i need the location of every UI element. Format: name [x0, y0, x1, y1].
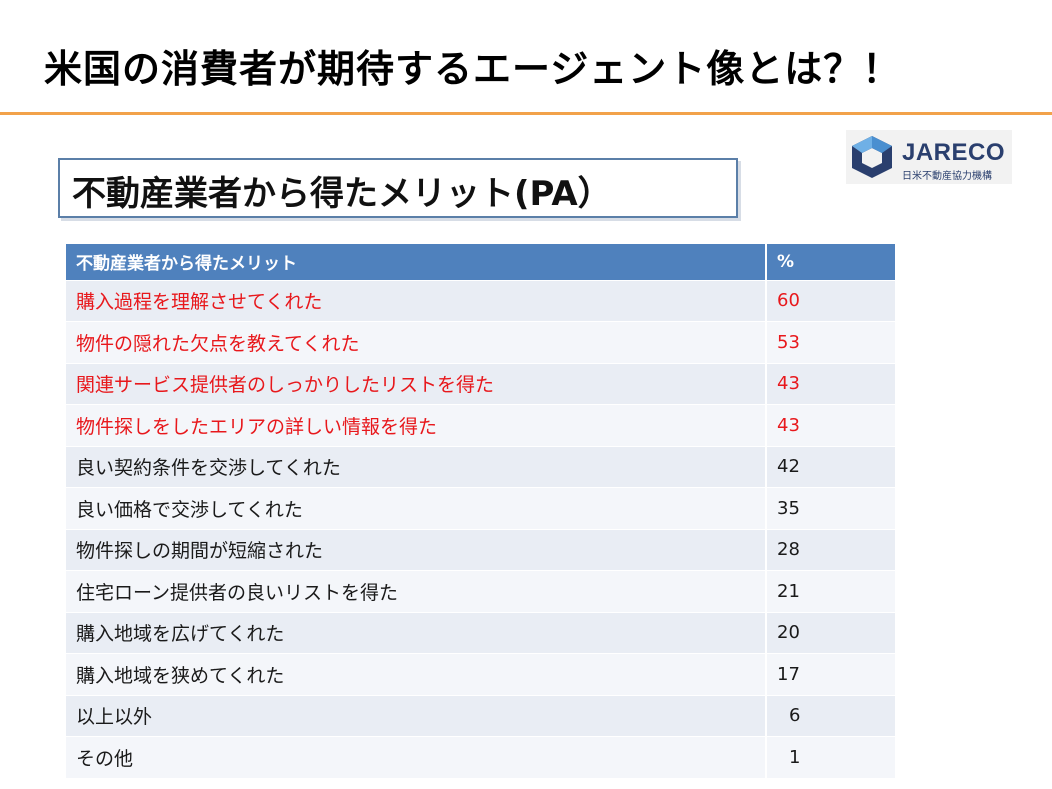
table-row: 物件の隠れた欠点を教えてくれた 53	[66, 321, 897, 364]
merit-label: 購入地域を広げてくれた	[66, 612, 767, 654]
table-row: 購入過程を理解させてくれた 60	[66, 280, 897, 322]
merit-percent: 28	[766, 529, 897, 571]
title-divider	[0, 112, 1052, 115]
merits-table: 不動産業者から得たメリット % 購入過程を理解させてくれた 60 物件の隠れた欠点を…	[66, 244, 897, 779]
merit-percent: 17	[766, 653, 897, 696]
table-row: 購入地域を広げてくれた 20	[66, 612, 897, 654]
header-percent: %	[766, 244, 897, 281]
table-row: 物件探しをしたエリアの詳しい情報を得た 43	[66, 404, 897, 447]
table-header-row: 不動産業者から得たメリット %	[66, 244, 897, 281]
merit-percent: 21	[766, 570, 897, 613]
merit-percent: 42	[766, 446, 897, 488]
logo-subtitle: 日米不動産協力機構	[902, 171, 992, 182]
merit-label: その他	[66, 736, 767, 779]
merit-percent: 35	[766, 487, 897, 530]
merit-label: 購入地域を狭めてくれた	[66, 653, 767, 696]
table-row: 住宅ローン提供者の良いリストを得た 21	[66, 570, 897, 613]
merit-percent: 43	[766, 404, 897, 447]
merit-label: 物件探しをしたエリアの詳しい情報を得た	[66, 404, 767, 447]
logo-cube-icon	[852, 136, 892, 178]
merit-percent: 6	[766, 695, 897, 737]
slide-title: 米国の消費者が期待するエージェント像とは？！	[44, 47, 902, 91]
header-merit: 不動産業者から得たメリット	[66, 244, 767, 281]
table-row: その他 1	[66, 736, 897, 779]
merit-label: 良い価格で交渉してくれた	[66, 487, 767, 530]
merit-percent: 1	[766, 736, 897, 779]
merit-label: 物件探しの期間が短縮された	[66, 529, 767, 571]
table-row: 良い契約条件を交渉してくれた 42	[66, 446, 897, 488]
merit-label: 物件の隠れた欠点を教えてくれた	[66, 321, 767, 364]
table-row: 関連サービス提供者のしっかりしたリストを得た 43	[66, 363, 897, 405]
merit-label: 購入過程を理解させてくれた	[66, 280, 767, 322]
merit-percent: 43	[766, 363, 897, 405]
merit-label: 良い契約条件を交渉してくれた	[66, 446, 767, 488]
table-row: 購入地域を狭めてくれた 17	[66, 653, 897, 696]
merit-label: 以上以外	[66, 695, 767, 737]
merit-percent: 53	[766, 321, 897, 364]
merit-label: 住宅ローン提供者の良いリストを得た	[66, 570, 767, 613]
merit-percent: 60	[766, 280, 897, 322]
table-row: 物件探しの期間が短縮された 28	[66, 529, 897, 571]
merit-label: 関連サービス提供者のしっかりしたリストを得た	[66, 363, 767, 405]
merit-percent: 20	[766, 612, 897, 654]
logo-name: JARECO	[902, 139, 1006, 166]
subtitle-box: 不動産業者から得たメリット(PA）	[58, 158, 738, 218]
table-row: 以上以外 6	[66, 695, 897, 737]
subtitle-text: 不動産業者から得たメリット(PA）	[72, 174, 612, 214]
jareco-logo: JARECO 日米不動産協力機構	[846, 130, 1012, 184]
table-row: 良い価格で交渉してくれた 35	[66, 487, 897, 530]
